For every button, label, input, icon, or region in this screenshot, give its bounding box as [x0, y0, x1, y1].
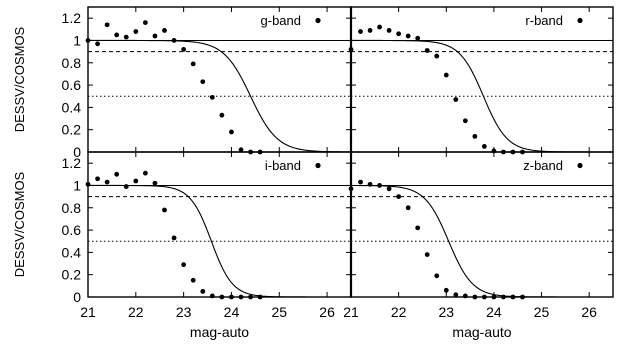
- data-point: [434, 273, 440, 279]
- x-tick-label: 21: [80, 304, 96, 320]
- x-tick-label: 25: [534, 304, 550, 320]
- data-point: [367, 181, 373, 187]
- data-point: [443, 287, 449, 293]
- y-axis-label: DESSV/COSMOS: [12, 171, 27, 277]
- panel-frame: [350, 151, 614, 298]
- data-point: [190, 61, 196, 67]
- x-tick-label: 25: [271, 304, 287, 320]
- x-tick-label: 23: [176, 304, 192, 320]
- y-tick-label: 0: [73, 289, 81, 305]
- data-point: [95, 176, 100, 182]
- x-tick-label: 22: [128, 304, 144, 320]
- data-point: [443, 72, 449, 78]
- y-tick-label: 1.2: [62, 10, 82, 26]
- data-point: [152, 33, 158, 39]
- fit-curve: [351, 39, 613, 153]
- data-point: [142, 170, 148, 176]
- data-point: [123, 184, 129, 189]
- legend-marker: [315, 162, 321, 169]
- panel-frame: [87, 151, 352, 298]
- data-point: [377, 24, 382, 30]
- data-point: [114, 171, 120, 177]
- fit-curve: [88, 184, 351, 298]
- data-point: [200, 289, 206, 294]
- data-point: [104, 22, 110, 28]
- data-point: [358, 29, 363, 34]
- data-point: [104, 179, 110, 185]
- x-tick-label: 26: [581, 304, 597, 320]
- data-point: [171, 38, 177, 43]
- data-point: [396, 31, 402, 37]
- legend-label: i-band: [265, 158, 301, 173]
- data-point: [367, 28, 373, 33]
- data-point: [238, 147, 244, 153]
- data-point: [181, 262, 187, 268]
- data-point: [152, 180, 158, 186]
- data-point: [434, 53, 440, 59]
- x-tick-label: 22: [391, 304, 407, 320]
- legend-marker: [577, 17, 583, 24]
- fit-curve: [88, 39, 352, 153]
- data-point: [162, 28, 167, 33]
- data-point: [424, 48, 430, 53]
- data-point: [190, 277, 196, 283]
- x-axis-label: mag-auto: [190, 324, 249, 340]
- legend-label: z-band: [523, 158, 563, 173]
- data-point: [133, 29, 139, 34]
- y-tick-label: 0.6: [62, 222, 82, 238]
- legend-label: r-band: [525, 13, 563, 28]
- data-point: [95, 41, 100, 47]
- data-point: [229, 129, 234, 135]
- panel-frame: [87, 6, 352, 153]
- data-point: [133, 178, 139, 184]
- x-tick-label: 23: [438, 304, 454, 320]
- y-tick-label: 0.2: [62, 122, 82, 138]
- y-tick-label: 0.8: [62, 200, 82, 216]
- data-point: [453, 292, 459, 298]
- data-point: [123, 34, 129, 40]
- data-point: [142, 20, 148, 26]
- data-point: [219, 112, 225, 118]
- data-point: [358, 179, 363, 185]
- y-tick-label: 0: [73, 144, 81, 160]
- data-point: [472, 133, 478, 139]
- x-tick-label: 21: [343, 304, 359, 320]
- data-point: [386, 28, 392, 33]
- data-point: [415, 225, 421, 231]
- y-tick-label: 0.8: [62, 55, 82, 71]
- y-tick-label: 0.4: [62, 99, 82, 115]
- data-point: [386, 186, 392, 192]
- y-tick-label: 1: [73, 32, 81, 48]
- x-tick-label: 24: [486, 304, 502, 320]
- data-point: [424, 252, 430, 258]
- y-axis-label: DESSV/COSMOS: [12, 26, 27, 132]
- data-point: [171, 235, 177, 241]
- data-point: [114, 32, 120, 38]
- fit-curve: [350, 184, 613, 298]
- data-point: [377, 183, 382, 188]
- data-point: [209, 94, 215, 100]
- data-point: [162, 207, 167, 213]
- data-point: [405, 33, 411, 39]
- x-axis-label: mag-auto: [452, 324, 511, 340]
- y-tick-label: 1.2: [62, 155, 82, 171]
- x-tick-label: 26: [319, 304, 335, 320]
- data-point: [481, 144, 487, 149]
- y-tick-label: 0.4: [62, 244, 82, 260]
- y-tick-label: 1: [73, 177, 81, 193]
- data-point: [181, 46, 187, 52]
- legend-marker: [577, 162, 583, 169]
- data-point: [396, 194, 402, 200]
- y-tick-label: 0.2: [62, 267, 82, 283]
- y-tick-label: 0.6: [62, 77, 82, 93]
- x-tick-label: 24: [224, 304, 240, 320]
- data-point: [415, 35, 421, 41]
- data-point: [462, 118, 468, 124]
- legend-label: g-band: [261, 13, 301, 28]
- data-point: [453, 97, 459, 102]
- data-point: [200, 79, 206, 85]
- data-point: [405, 205, 411, 211]
- legend-marker: [315, 17, 321, 24]
